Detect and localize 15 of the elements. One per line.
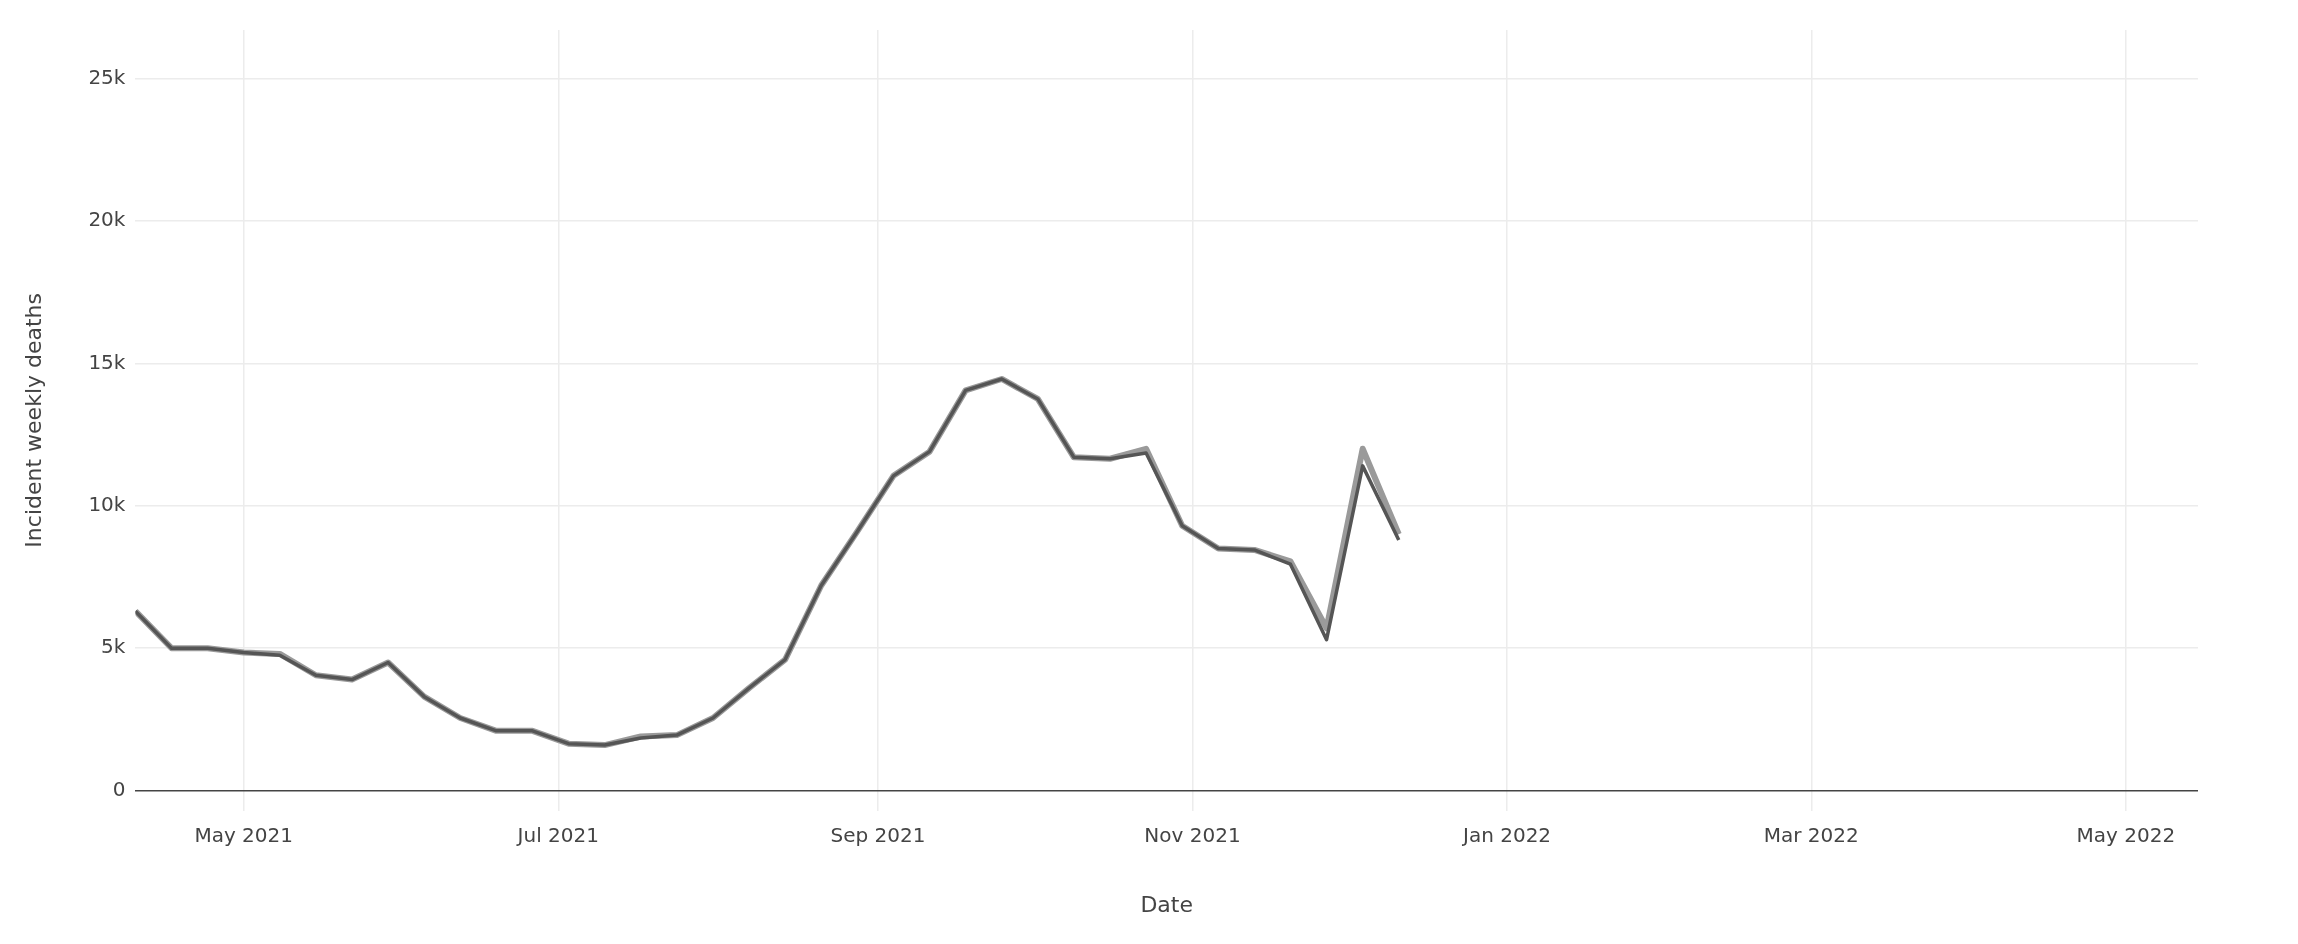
- x-tick-label: Jan 2022: [1460, 822, 1552, 847]
- x-tick-label: Mar 2022: [1763, 822, 1859, 847]
- x-tick-label: May 2021: [194, 822, 294, 847]
- y-tick-label: 10k: [88, 491, 126, 516]
- y-axis-title: Incident weekly deaths: [20, 292, 46, 548]
- x-tick-label: May 2022: [2076, 822, 2176, 847]
- x-tick-label: Jul 2021: [515, 822, 599, 847]
- y-tick-label: 25k: [88, 64, 126, 89]
- y-tick-label: 15k: [88, 349, 126, 374]
- y-tick-label: 20k: [88, 207, 126, 232]
- y-tick-label: 0: [112, 776, 126, 801]
- y-tick-label: 5k: [101, 634, 126, 659]
- x-tick-label: Sep 2021: [830, 822, 926, 847]
- x-axis-title: Date: [1140, 891, 1194, 917]
- x-tick-label: Nov 2021: [1144, 822, 1241, 847]
